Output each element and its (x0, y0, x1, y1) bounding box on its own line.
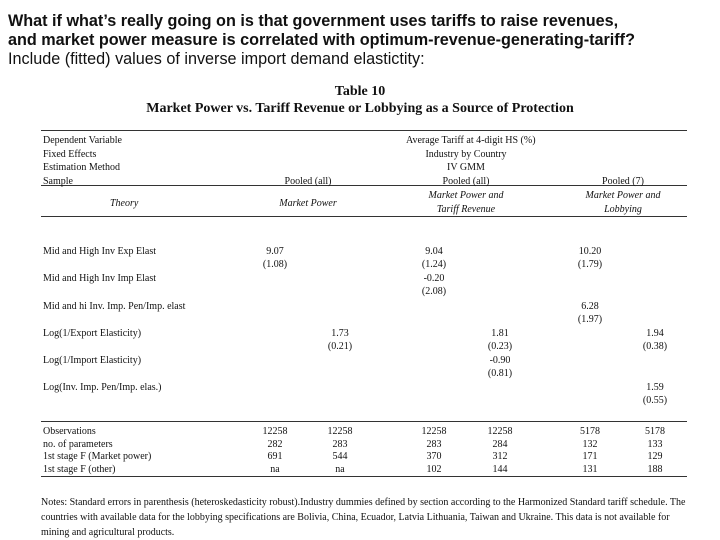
spec-value: Pooled (all) (442, 175, 490, 187)
spec-label: Fixed Effects (43, 148, 97, 160)
coefficient: 1.94 (646, 328, 664, 339)
header-line-2: and market power measure is correlated w… (8, 31, 635, 49)
table-notes: Notes: Standard errors in parenthesis (h… (41, 495, 693, 540)
coefficient: -0.20 (423, 273, 445, 284)
coefficient: 6.28 (581, 301, 599, 312)
row-label: Mid and High Inv Imp Elast (43, 273, 157, 284)
theory-rule (41, 216, 687, 217)
coefficient: 1.73 (331, 328, 349, 339)
stat-value: 283 (426, 438, 442, 450)
stat-value: 370 (426, 451, 442, 462)
spec-value: Industry by Country (425, 148, 507, 160)
coefficient: 10.20 (578, 246, 602, 257)
header-line-1: What if what’s really going on is that g… (8, 12, 619, 30)
stat-value: na (270, 463, 280, 475)
stat-value: 133 (647, 438, 663, 450)
stat-value: 312 (492, 451, 508, 462)
bottom-rule (41, 476, 687, 477)
standard-error: (0.38) (642, 341, 668, 352)
row-label: Log(1/Export Elasticity) (43, 328, 142, 339)
stat-value: 12258 (262, 426, 288, 437)
theory-left: Market Power (279, 198, 337, 209)
standard-error: (1.79) (577, 259, 603, 270)
table-title: Market Power vs. Tariff Revenue or Lobby… (146, 101, 574, 116)
coefficient: -0.90 (489, 355, 511, 366)
stat-label: 1st stage F (Market power) (43, 451, 152, 462)
theory-mid: Tariff Revenue (436, 204, 496, 215)
theory-mid: Market Power and (428, 190, 504, 201)
row-label: Log(1/Import Elasticity) (43, 355, 142, 366)
stat-value: 283 (332, 438, 348, 450)
stat-value: 188 (647, 463, 663, 475)
standard-error: (0.81) (487, 368, 513, 379)
stat-value: 144 (492, 463, 508, 475)
standard-error: (0.23) (487, 341, 513, 352)
header-line-3: Include (fitted) values of inverse impor… (8, 50, 425, 68)
spec-label: Dependent Variable (43, 135, 122, 146)
stat-value: na (335, 463, 345, 475)
theory-right: Lobbying (604, 204, 642, 215)
standard-error: (0.21) (327, 341, 353, 352)
stats-rule (41, 421, 687, 422)
row-label: Mid and High Inv Exp Elast (43, 246, 157, 257)
spec-label: Estimation Method (43, 162, 120, 173)
row-label: Mid and hi Inv. Imp. Pen/Imp. elast (43, 301, 186, 312)
notes-text: Notes: Standard errors in parenthesis (h… (41, 497, 686, 538)
standard-error: (1.97) (577, 314, 603, 325)
stat-label: 1st stage F (other) (43, 463, 116, 475)
sample-left: Pooled (all) (284, 175, 332, 187)
sample-rule (41, 185, 687, 186)
stat-value: 544 (332, 451, 348, 462)
row-label: Log(Inv. Imp. Pen/Imp. elas.) (43, 382, 162, 393)
coefficient: 9.07 (266, 246, 284, 257)
spec-value: Average Tariff at 4-digit HS (%) (406, 135, 536, 146)
theory-label: Theory (110, 198, 139, 209)
stat-value: 131 (582, 463, 598, 475)
stat-value: 5178 (580, 426, 600, 437)
stat-label: no. of parameters (43, 438, 113, 450)
stat-value: 284 (492, 438, 508, 450)
stat-value: 171 (582, 451, 598, 462)
coefficient: 1.59 (646, 382, 664, 393)
standard-error: (1.24) (421, 259, 447, 270)
top-rule (41, 130, 687, 131)
spec-label: Sample (43, 175, 73, 187)
sample-right: Pooled (7) (602, 175, 644, 187)
stat-value: 129 (647, 451, 663, 462)
stat-value: 12258 (487, 426, 513, 437)
spec-value: IV GMM (447, 162, 485, 173)
coefficient: 9.04 (425, 246, 443, 257)
stat-value: 5178 (645, 426, 665, 437)
coefficient: 1.81 (491, 328, 509, 339)
standard-error: (0.55) (642, 395, 668, 406)
stat-value: 132 (582, 438, 598, 450)
stat-value: 282 (267, 438, 283, 450)
theory-right: Market Power and (585, 190, 661, 201)
stat-value: 12258 (327, 426, 353, 437)
slide-header: What if what’s really going on is that g… (8, 12, 716, 69)
stat-label: Observations (43, 426, 96, 437)
stat-value: 691 (267, 451, 283, 462)
stat-value: 12258 (421, 426, 447, 437)
table-number: Table 10 (334, 84, 386, 99)
stat-value: 102 (426, 463, 442, 475)
standard-error: (1.08) (262, 259, 288, 270)
standard-error: (2.08) (421, 286, 447, 297)
